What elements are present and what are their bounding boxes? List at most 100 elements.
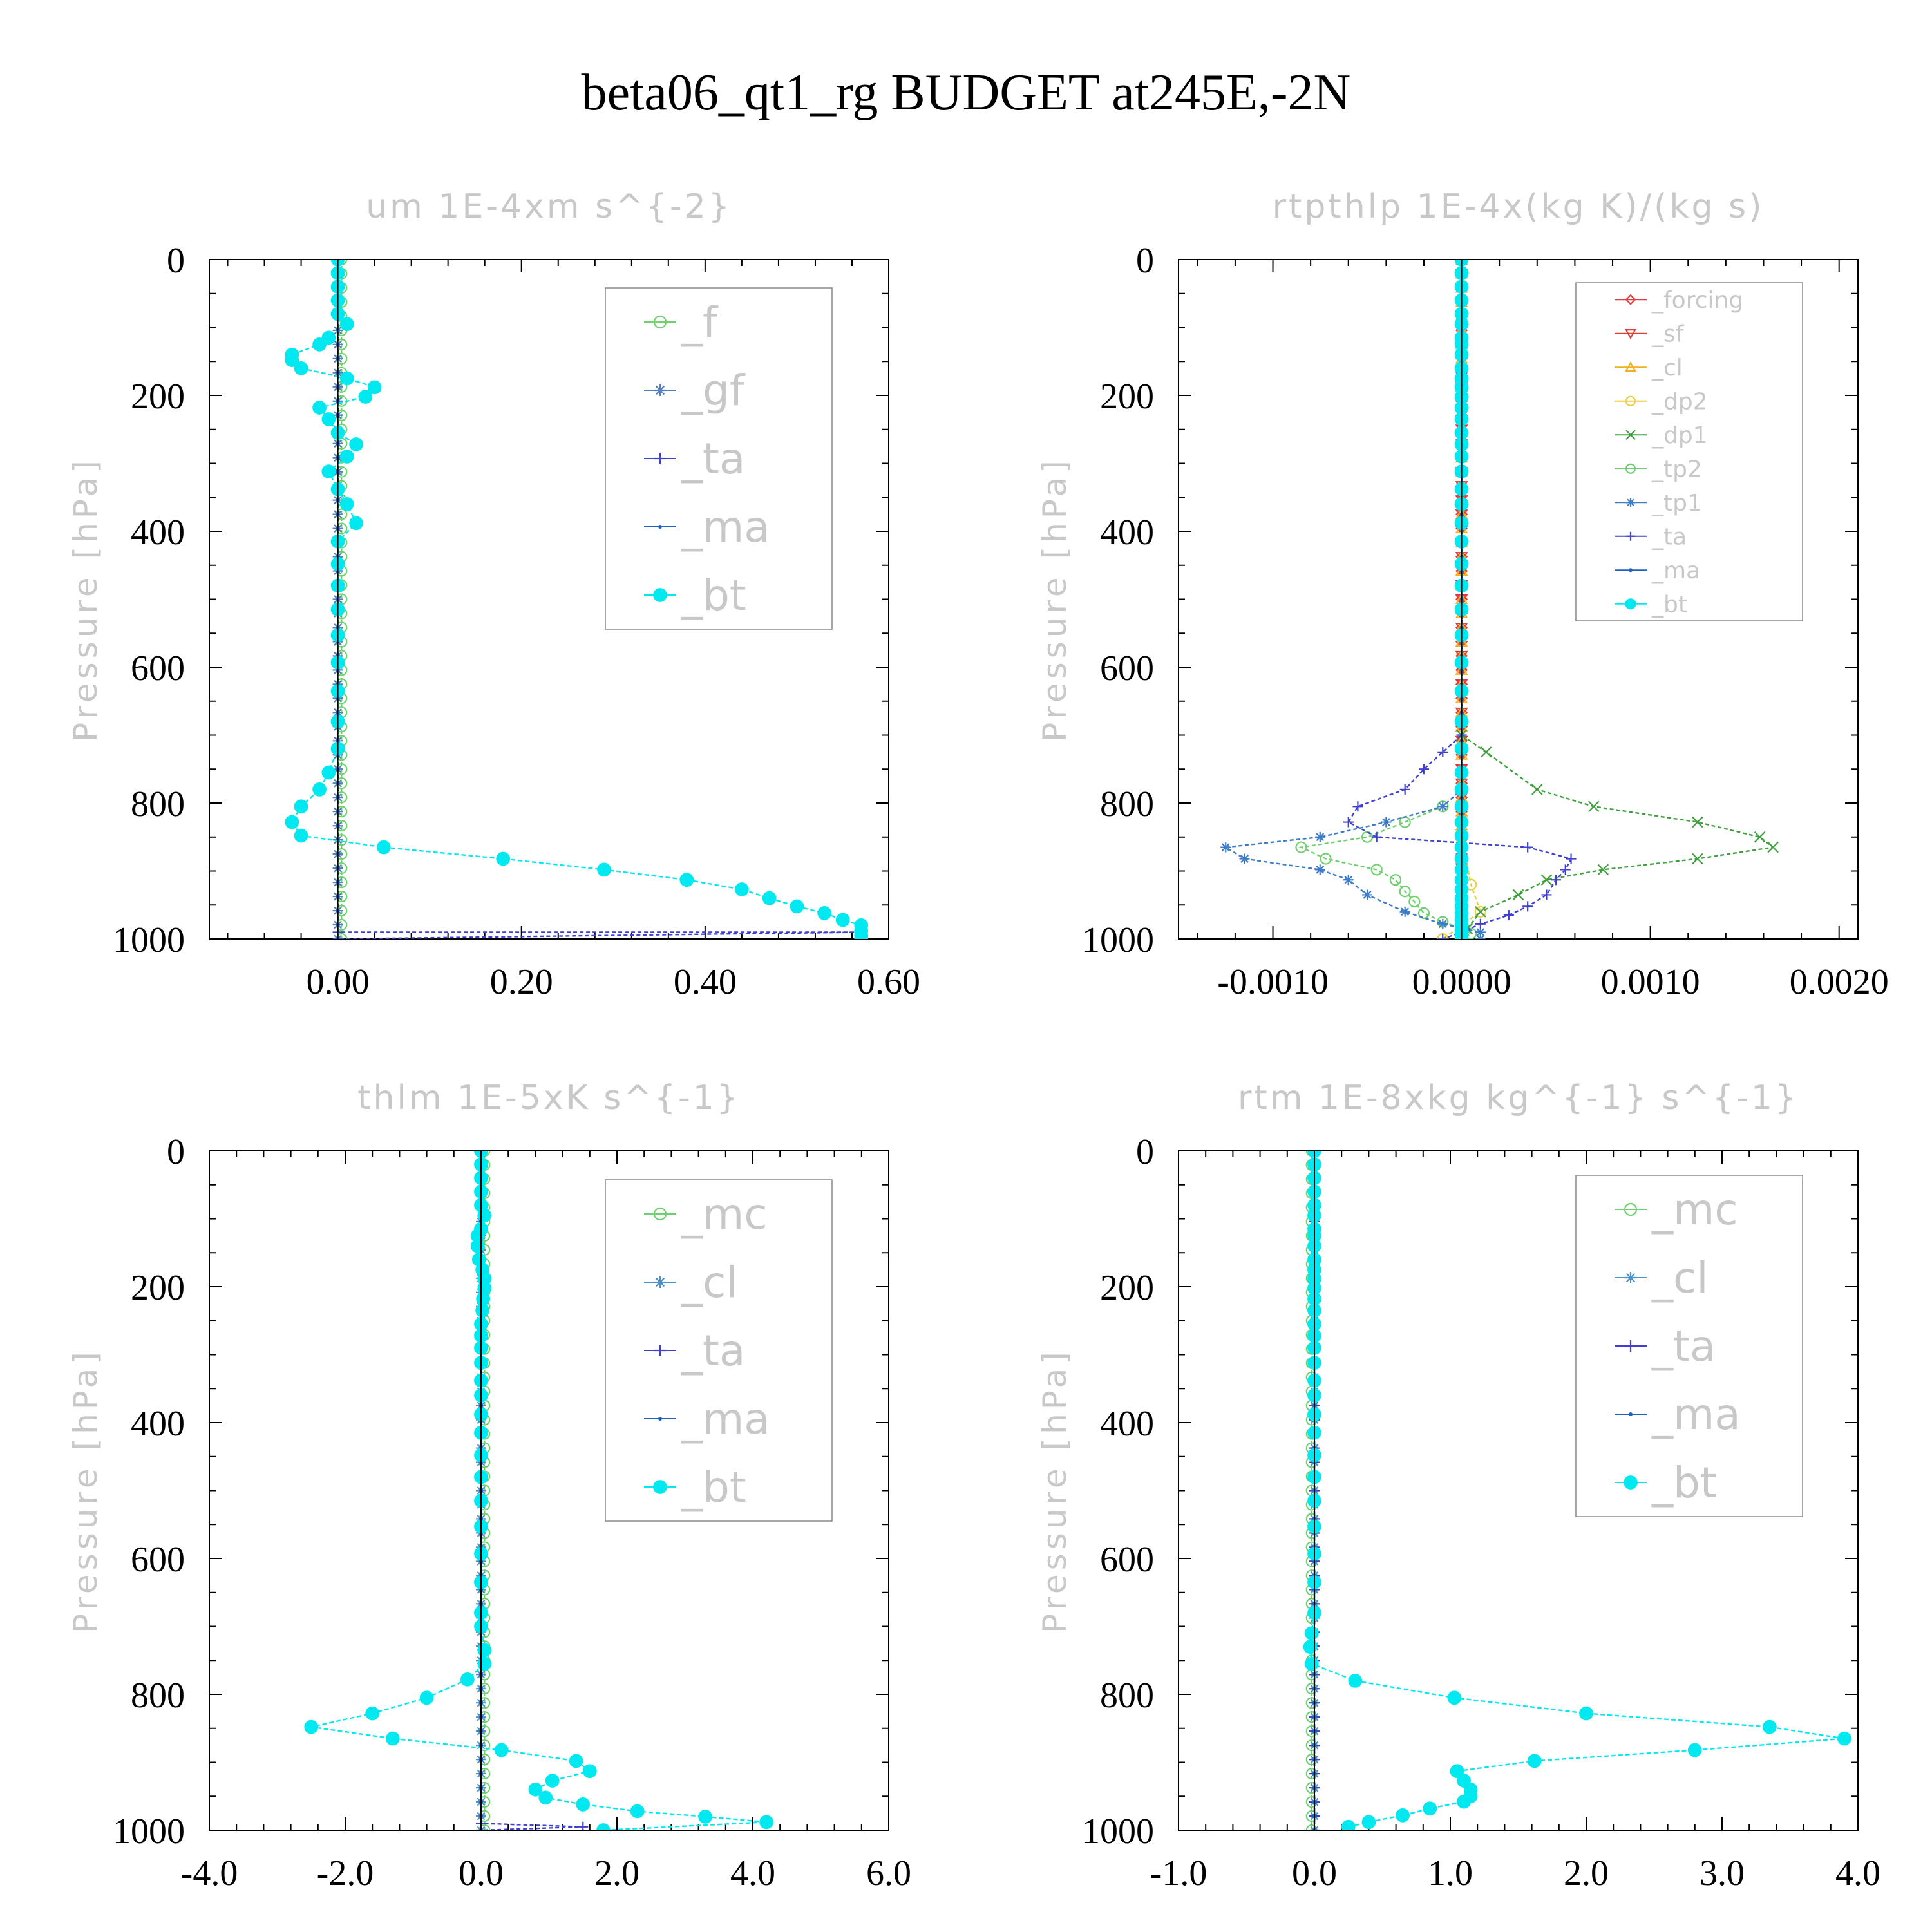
panel-um: um 1E-4xm s^{-2} Pressure [hPa] 0 200 400 600… [67, 187, 920, 1002]
legend-marker [1629, 568, 1633, 573]
legend-item-dp1: _dp1 [1615, 422, 1708, 449]
axis-ticks: 0 200 400 600 800 1000 -0.0010 0.0000 0.0010 0.00… [1082, 241, 1889, 1002]
y-tick-label: 0 [167, 1132, 185, 1172]
data-point-dp1 [1531, 784, 1543, 795]
series-layer [1220, 260, 1779, 939]
legend-item-cl: _cl [644, 1258, 738, 1307]
chart-panels: um 1E-4xm s^{-2} Pressure [hPa] 0 200 400 600… [67, 187, 1889, 1893]
data-point-bt [294, 828, 308, 843]
data-point-bt [349, 437, 363, 451]
data-point-bt [735, 882, 749, 896]
data-point-tp1 [1343, 875, 1354, 886]
data-point-bt [340, 317, 354, 332]
x-tick-label: 0.0 [459, 1853, 504, 1893]
y-tick-label: 200 [131, 377, 185, 417]
data-point-bt [1579, 1706, 1593, 1721]
data-point-bt [569, 1754, 583, 1768]
legend-label: _cl [1651, 1253, 1709, 1303]
legend-marker [1625, 1272, 1636, 1283]
y-tick-label: 800 [131, 784, 185, 824]
data-point-dp1 [1767, 841, 1779, 853]
legend-label: _bt [681, 571, 746, 620]
data-point-bt [470, 1238, 485, 1253]
data-point-bt [1341, 1819, 1356, 1830]
series-layer [1303, 1151, 1852, 1830]
legend-label: _gf [681, 366, 746, 415]
legend-item-ma: _ma [644, 502, 770, 552]
y-axis-label: Pressure [hPa] [67, 457, 104, 742]
x-tick-label: -2.0 [317, 1853, 374, 1893]
data-point-bt [1450, 1764, 1464, 1779]
data-point-dp1 [1754, 831, 1766, 843]
data-point-ta [1371, 831, 1382, 842]
y-tick-label: 200 [1100, 1268, 1154, 1308]
y-tick-label: 800 [1100, 1676, 1154, 1716]
data-point-ta [1418, 764, 1429, 775]
data-point-bt [321, 464, 336, 479]
legend-label: _ta [1651, 524, 1687, 550]
data-point-bt [1303, 1640, 1318, 1654]
data-point-bt [759, 1815, 773, 1830]
data-point-ta [1551, 875, 1562, 886]
data-point-bt [312, 337, 327, 352]
data-point-bt [340, 497, 354, 511]
legend-marker [654, 384, 666, 396]
legend-marker [1625, 395, 1636, 406]
data-point-bt [1348, 1674, 1363, 1688]
legend: _mc _cl _ta _ma _bt [1575, 1175, 1803, 1517]
data-point-ta [1522, 901, 1533, 912]
data-point-ta [1475, 918, 1486, 929]
data-point-dp1 [1692, 853, 1703, 865]
x-tick-label: 0.0 [1292, 1853, 1337, 1893]
data-point-bt [321, 412, 336, 426]
y-tick-label: 1000 [113, 920, 185, 960]
legend-item-ma: _ma [1615, 558, 1700, 584]
data-point-ta [1437, 934, 1448, 939]
data-point-bt [285, 815, 299, 829]
y-tick-label: 400 [1100, 513, 1154, 553]
data-point-bt [1763, 1719, 1777, 1734]
legend-marker [1625, 361, 1636, 372]
data-point-bt [630, 1804, 645, 1819]
legend-marker [654, 453, 666, 464]
data-point-bt [576, 1797, 591, 1812]
figure-title: beta06_qt1_rg BUDGET at245E,-2N [582, 64, 1351, 121]
data-point-bt [762, 891, 777, 905]
y-tick-label: 600 [131, 649, 185, 688]
y-tick-label: 200 [131, 1268, 185, 1308]
y-tick-label: 1000 [1082, 920, 1154, 960]
data-point-tp1 [1437, 918, 1448, 929]
data-point-bt [377, 840, 391, 855]
data-point-bt [790, 899, 804, 914]
y-axis-label: Pressure [hPa] [1036, 457, 1074, 742]
data-point-bt [1837, 1731, 1852, 1746]
legend-item-tp2: _tp2 [1615, 456, 1702, 482]
legend-label: _sf [1651, 321, 1685, 347]
legend-label: _bt [681, 1463, 746, 1512]
panel-title: rtpthlp 1E-4x(kg K)/(kg s) [1273, 187, 1765, 226]
data-point-ta [1399, 784, 1410, 795]
data-point-ta [1352, 801, 1363, 812]
data-point-bt [854, 932, 869, 939]
y-tick-label: 1000 [113, 1812, 185, 1852]
legend-label: _cl [681, 1258, 738, 1307]
panel-rtpthlp: rtpthlp 1E-4x(kg K)/(kg s) Pressure [hPa]… [1036, 187, 1889, 1002]
legend-item-ma: _ma [1615, 1390, 1741, 1439]
y-tick-label: 400 [131, 1404, 185, 1444]
y-tick-label: 400 [131, 513, 185, 553]
data-point-ta [1437, 746, 1448, 757]
data-point-ta [1560, 864, 1571, 875]
legend-box [1575, 1175, 1803, 1517]
data-point-tp1 [1381, 817, 1392, 828]
legend-box [605, 1179, 833, 1522]
y-tick-label: 400 [1100, 1404, 1154, 1444]
data-point-ta [1503, 910, 1514, 921]
legend-label: _ta [1651, 1321, 1716, 1371]
data-point-ta [1343, 817, 1354, 828]
data-point-tp2 [1295, 841, 1307, 853]
legend-box [605, 287, 833, 630]
x-tick-label: 2.0 [594, 1853, 639, 1893]
data-point-bt [340, 371, 354, 386]
data-point-bt [312, 782, 327, 797]
legend-label: _ma [1651, 558, 1700, 584]
